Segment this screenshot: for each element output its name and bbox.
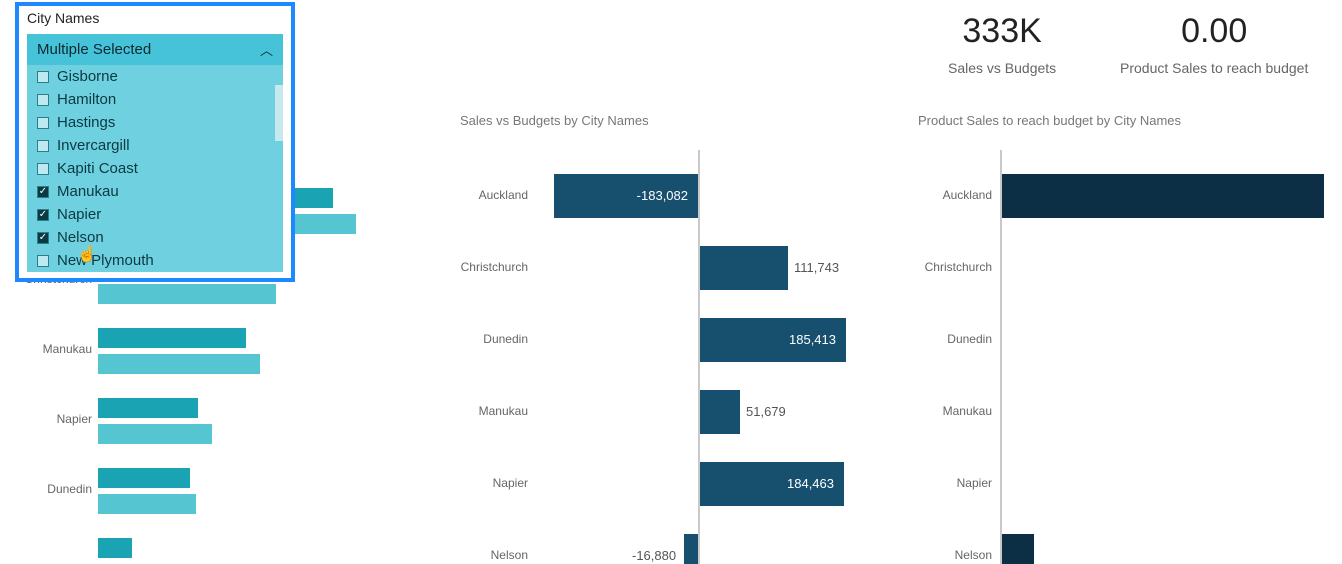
chart2-row: Christchurch 111,743	[454, 232, 884, 296]
chart2-bar[interactable]: -183,082	[554, 174, 698, 218]
chart3-row: Manukau	[916, 376, 1336, 440]
slicer-dropdown-header[interactable]: Multiple Selected ︿	[27, 34, 283, 65]
slicer-item[interactable]: Hastings	[27, 111, 283, 134]
chart2-category-label: Dunedin	[454, 332, 528, 346]
chart2-bar[interactable]: 185,413	[700, 318, 846, 362]
slicer-item[interactable]: Gisborne	[27, 65, 283, 88]
checkbox-icon[interactable]	[37, 140, 49, 152]
slicer-options-list[interactable]: Gisborne Hamilton Hastings Invercargill Kapi…	[27, 65, 283, 272]
chart1-bar-series-a[interactable]	[98, 398, 198, 418]
chart1-category-label: Dunedin	[20, 482, 92, 496]
chart1-bar-group	[98, 538, 132, 564]
chart1-bar-series-b[interactable]	[98, 494, 196, 514]
chart2-title: Sales vs Budgets by City Names	[460, 113, 649, 128]
slicer-item[interactable]: ✓ Nelson	[27, 226, 283, 249]
chart3-row: Nelson	[916, 520, 1336, 564]
chart2-row: Nelson -16,880	[454, 520, 884, 564]
chart3-row: Dunedin	[916, 304, 1336, 368]
checkbox-icon[interactable]	[37, 71, 49, 83]
chart1-bar-series-b[interactable]	[98, 354, 260, 374]
chart3-category-label: Christchurch	[916, 260, 992, 274]
checkbox-icon[interactable]	[37, 117, 49, 129]
checkbox-icon[interactable]: ✓	[37, 186, 49, 198]
slicer-item-label: Manukau	[57, 183, 119, 200]
chart3-bar[interactable]	[1002, 174, 1324, 218]
slicer-item[interactable]: New Plymouth	[27, 249, 283, 272]
chart1-bar-group	[98, 468, 196, 520]
slicer-item-label: Gisborne	[57, 68, 118, 85]
chart2-value-label: 184,463	[787, 476, 834, 491]
chart3-title: Product Sales to reach budget by City Na…	[918, 113, 1181, 128]
chart2-category-label: Napier	[454, 476, 528, 490]
checkbox-icon[interactable]: ✓	[37, 209, 49, 221]
chart1-category-label: Napier	[20, 412, 92, 426]
chart1-bar-group	[98, 398, 212, 450]
chevron-up-icon: ︿	[260, 40, 273, 59]
scrollbar-thumb[interactable]	[275, 85, 283, 141]
card-value: 0.00	[1120, 14, 1308, 48]
slicer-item[interactable]: Hamilton	[27, 88, 283, 111]
chart-product-sales-to-reach-budget: Auckland Christchurch Dunedin Manukau Napier…	[916, 150, 1336, 564]
slicer-item[interactable]: Invercargill	[27, 134, 283, 157]
chart2-row: Auckland -183,082	[454, 160, 884, 224]
chart-sales-vs-budgets: Auckland -183,082 Christchurch 111,743 Duned…	[454, 150, 884, 564]
chart1-bar-series-a[interactable]	[98, 538, 132, 558]
chart3-category-label: Auckland	[916, 188, 992, 202]
slicer-item-label: Hastings	[57, 114, 115, 131]
chart3-row: Auckland	[916, 160, 1336, 224]
chart3-category-label: Manukau	[916, 404, 992, 418]
chart2-row: Dunedin 185,413	[454, 304, 884, 368]
slicer-item-label: Hamilton	[57, 91, 116, 108]
slicer-item[interactable]: Kapiti Coast	[27, 157, 283, 180]
chart1-bar-series-a[interactable]	[98, 328, 246, 348]
card-sales-vs-budgets: 333K Sales vs Budgets	[948, 14, 1056, 76]
chart2-bar[interactable]	[700, 246, 788, 290]
slicer-city-names: City Names Multiple Selected ︿ Gisborne H…	[15, 2, 295, 282]
chart2-bar[interactable]: 184,463	[700, 462, 844, 506]
chart1-bar-series-a[interactable]	[98, 468, 190, 488]
chart3-category-label: Dunedin	[916, 332, 992, 346]
card-label: Product Sales to reach budget	[1120, 60, 1308, 76]
chart2-value-label: -183,082	[637, 188, 688, 203]
card-label: Sales vs Budgets	[948, 60, 1056, 76]
chart1-bar-group	[98, 328, 260, 380]
checkbox-icon[interactable]: ✓	[37, 232, 49, 244]
chart1-category-label: Manukau	[20, 342, 92, 356]
checkbox-icon[interactable]	[37, 94, 49, 106]
slicer-item-label: Nelson	[57, 229, 104, 246]
chart2-bar[interactable]	[684, 534, 698, 564]
chart3-bar[interactable]	[1002, 534, 1034, 564]
checkbox-icon[interactable]	[37, 163, 49, 175]
chart2-category-label: Auckland	[454, 188, 528, 202]
chart3-row: Christchurch	[916, 232, 1336, 296]
chart2-value-label: 185,413	[789, 332, 836, 347]
slicer-item[interactable]: ✓ Napier	[27, 203, 283, 226]
slicer-item-label: Invercargill	[57, 137, 130, 154]
chart2-value-label: 111,743	[794, 260, 839, 275]
chart1-bar-series-b[interactable]	[98, 424, 212, 444]
chart3-category-label: Napier	[916, 476, 992, 490]
chart2-bar[interactable]	[700, 390, 740, 434]
chart2-value-label: 51,679	[746, 404, 786, 419]
chart3-row: Napier	[916, 448, 1336, 512]
slicer-item-label: Napier	[57, 206, 101, 223]
chart2-row: Napier 184,463	[454, 448, 884, 512]
chart2-category-label: Nelson	[454, 548, 528, 562]
chart2-category-label: Christchurch	[454, 260, 528, 274]
slicer-title: City Names	[19, 6, 291, 28]
chart1-bar-series-b[interactable]	[98, 284, 276, 304]
chart2-value-label: -16,880	[632, 548, 676, 563]
chart2-row: Manukau 51,679	[454, 376, 884, 440]
checkbox-icon[interactable]	[37, 255, 49, 267]
slicer-item-label: New Plymouth	[57, 252, 154, 269]
chart3-category-label: Nelson	[916, 548, 992, 562]
slicer-item-label: Kapiti Coast	[57, 160, 138, 177]
chart2-category-label: Manukau	[454, 404, 528, 418]
slicer-header-label: Multiple Selected	[37, 41, 151, 58]
card-product-sales: 0.00 Product Sales to reach budget	[1120, 14, 1308, 76]
card-value: 333K	[948, 14, 1056, 48]
slicer-item[interactable]: ✓ Manukau	[27, 180, 283, 203]
